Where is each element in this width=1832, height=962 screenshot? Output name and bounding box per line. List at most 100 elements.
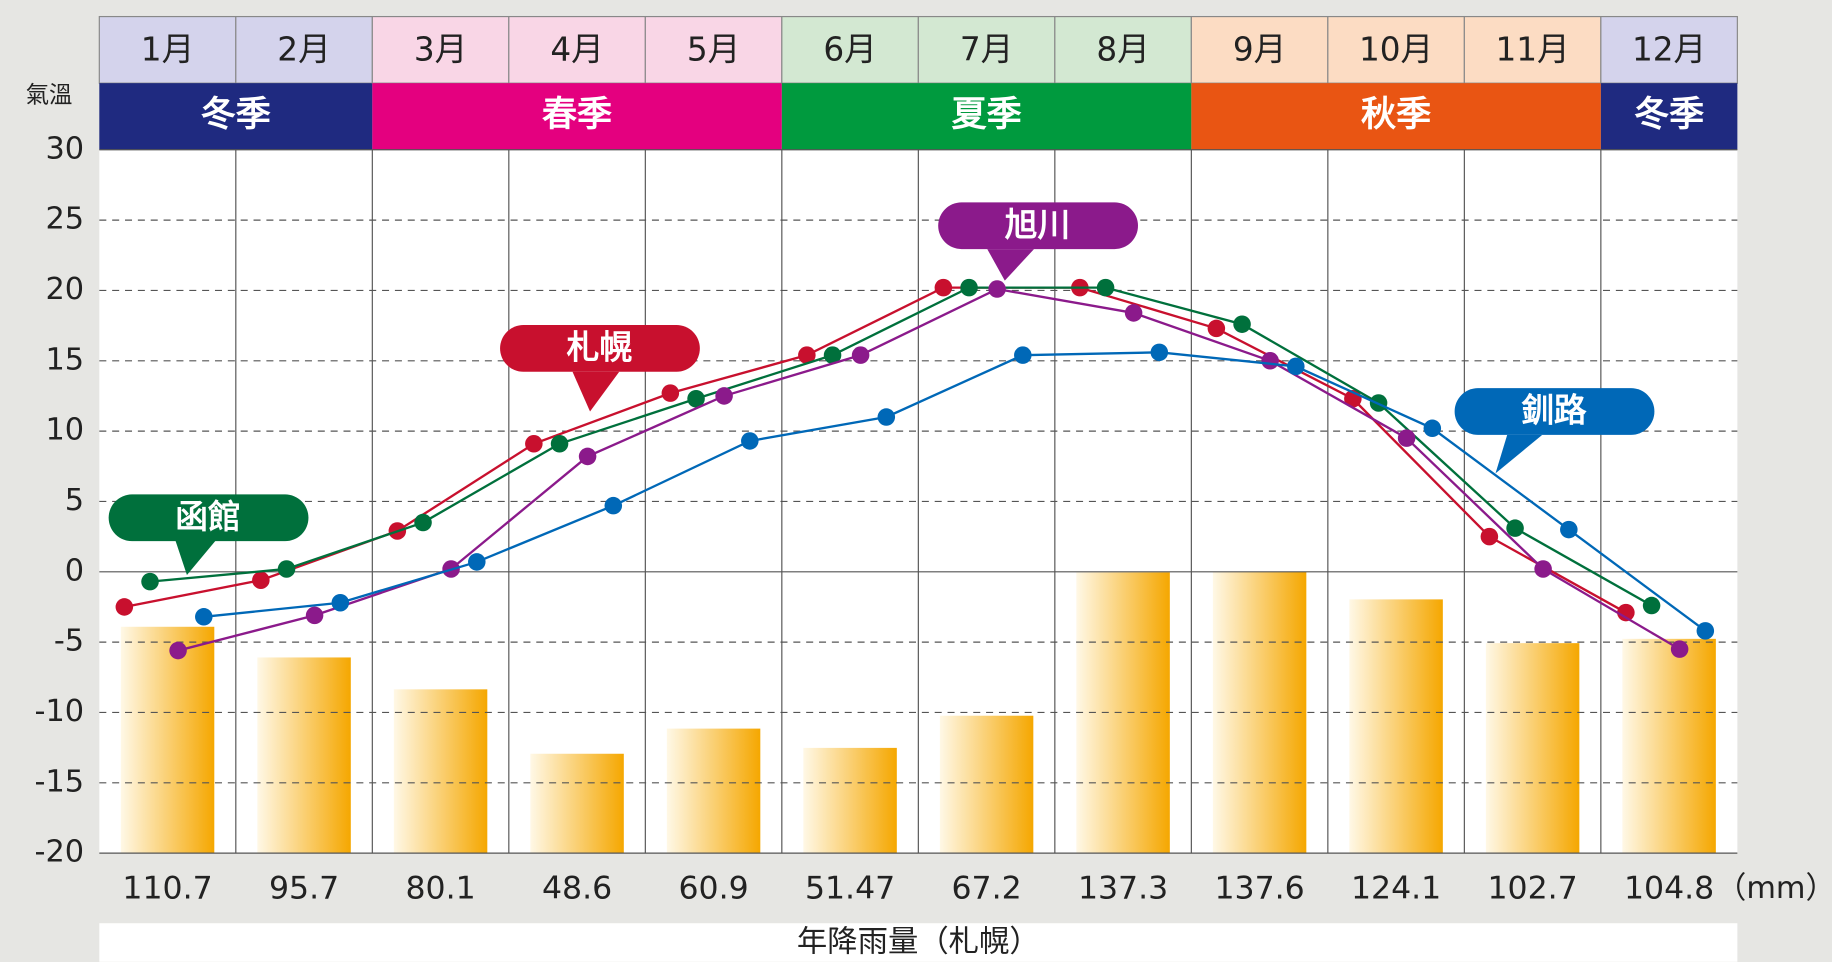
legend-label: 旭川 (1005, 206, 1070, 244)
precipitation-bar (939, 715, 1034, 854)
season-label: 夏季 (952, 94, 1022, 135)
season-cell (99, 83, 373, 150)
y-tick-label: -10 (35, 694, 85, 729)
callout-box (500, 325, 700, 372)
month-label: 7月 (960, 31, 1014, 69)
precipitation-label: 110.7 (122, 870, 212, 906)
precipitation-label: 95.7 (269, 870, 339, 906)
precipitation-bar (666, 728, 761, 854)
x-label-band (99, 923, 1738, 962)
month-label: 4月 (550, 31, 604, 69)
month-cell (1600, 15, 1738, 84)
month-label: 12月 (1632, 31, 1706, 69)
series-point (604, 496, 623, 515)
series-point (1096, 278, 1115, 297)
series-point (988, 280, 1006, 298)
season-label: 冬季 (1634, 94, 1704, 135)
series-point (1642, 596, 1661, 615)
series-point (715, 387, 733, 405)
unit-label: （mm） (1716, 871, 1832, 906)
series-point (960, 278, 978, 297)
precipitation-bar (1622, 638, 1716, 854)
season-cell (781, 83, 1192, 150)
series-point (1287, 357, 1305, 376)
precipitation-bar (530, 753, 624, 854)
series-point (525, 435, 543, 453)
precipitation-bar (1485, 643, 1580, 854)
series-point (169, 641, 187, 660)
callout-box (108, 494, 309, 542)
series-point (1480, 527, 1499, 546)
month-cell (1190, 15, 1329, 84)
series-point (934, 278, 953, 297)
series-point (141, 572, 159, 591)
y-tick-label: -15 (35, 764, 85, 799)
series-point (1696, 622, 1715, 640)
series-point (851, 346, 870, 364)
series-point (687, 389, 705, 408)
series-point (798, 346, 816, 364)
series-point (1397, 429, 1416, 447)
legend-label: 函館 (175, 498, 240, 536)
series-point (1670, 640, 1689, 658)
callout-box (1454, 388, 1655, 435)
callout-pointer (987, 249, 1035, 281)
y-tick-label: 20 (45, 272, 84, 307)
precipitation-label: 137.3 (1078, 870, 1168, 906)
precipitation-label: 80.1 (405, 870, 475, 906)
month-label: 11月 (1495, 31, 1569, 69)
series-point (877, 408, 896, 426)
month-cell (1463, 15, 1602, 84)
season-cell (1600, 83, 1738, 150)
precipitation-bar (803, 747, 897, 854)
month-cell (917, 15, 1056, 84)
legend-label: 札幌 (567, 329, 633, 367)
precipitation-label: 67.2 (951, 870, 1021, 906)
season-cell (372, 83, 782, 150)
callout-pointer (175, 540, 217, 576)
series-point (1534, 560, 1552, 578)
callout-box (938, 202, 1138, 250)
series-point (1506, 519, 1524, 537)
precipitation-bar (393, 689, 488, 854)
precipitation-label: 124.1 (1351, 870, 1441, 906)
series-line (203, 351, 1707, 632)
callout-pointer (572, 371, 620, 412)
series-point (252, 571, 270, 589)
y-tick-label: 25 (45, 202, 84, 237)
month-label: 9月 (1233, 31, 1287, 69)
month-label: 8月 (1096, 31, 1150, 69)
y-tick-label: -20 (35, 835, 85, 870)
month-label: 3月 (414, 31, 468, 69)
series-point (1124, 304, 1143, 322)
series-point (1150, 343, 1169, 362)
month-label: 2月 (277, 31, 331, 69)
month-cell (1327, 15, 1465, 84)
series-point (331, 593, 350, 612)
series-point (414, 513, 432, 532)
precipitation-label: 104.8 (1624, 870, 1714, 906)
series-point (1014, 346, 1032, 364)
series-point (1617, 603, 1635, 622)
precipitation-label: 137.6 (1214, 870, 1304, 906)
precipitation-label: 102.7 (1487, 870, 1577, 906)
season-cell (1191, 83, 1601, 150)
precipitation-bar (257, 657, 351, 854)
y-tick-label: 15 (45, 342, 84, 377)
series-point (1233, 315, 1251, 333)
series-point (823, 346, 842, 364)
series-point (195, 608, 213, 626)
y-axis-label: 氣溫 (26, 81, 73, 109)
month-label: 6月 (823, 31, 877, 69)
series-point (550, 435, 569, 453)
precipitation-label: 60.9 (678, 870, 748, 906)
precipitation-bar (1349, 599, 1443, 854)
y-tick-label: 5 (65, 483, 84, 518)
precipitation-label: 48.6 (542, 870, 612, 906)
y-tick-label: -5 (54, 624, 84, 659)
series-point (305, 606, 324, 625)
legend-label: 釧路 (1521, 392, 1587, 430)
series-point (468, 553, 486, 571)
season-label: 冬季 (201, 94, 271, 135)
